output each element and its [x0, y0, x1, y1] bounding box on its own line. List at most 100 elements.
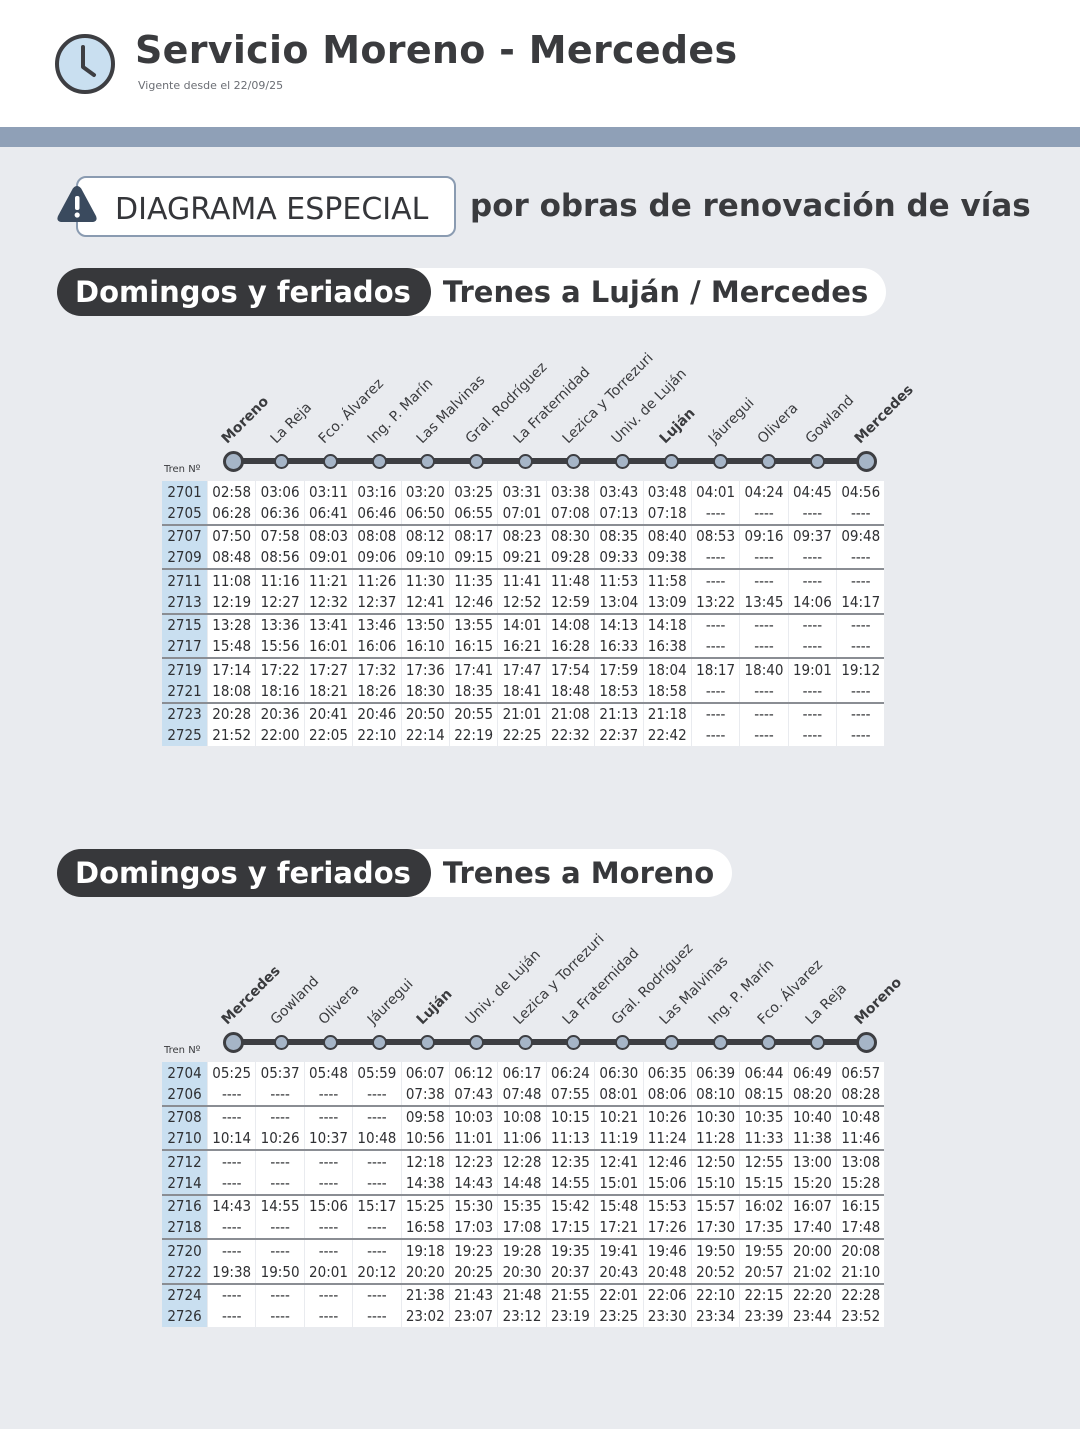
departure-time: 22:37 [594, 724, 644, 746]
departure-time: 21:55 [545, 1282, 595, 1306]
train-number: 2710 [162, 1127, 208, 1150]
departure-time: 20:48 [642, 1261, 692, 1284]
train-number: 2706 [162, 1083, 208, 1106]
departure-time: 16:06 [352, 635, 402, 658]
notice-badge: DIAGRAMA ESPECIAL [76, 176, 456, 237]
departure-time: 20:41 [303, 701, 353, 725]
departure-time: 21:02 [787, 1261, 837, 1284]
departure-time: ---- [255, 1305, 305, 1327]
timetable-to-mercedes: 2701 02:58 03:06 03:11 03:16 03:20 03:25 03:31 0… [162, 481, 885, 746]
departure-time: 19:38 [206, 1261, 256, 1284]
departure-time: 16:02 [739, 1193, 789, 1217]
departure-time: 19:28 [497, 1237, 547, 1262]
departure-time: 20:52 [690, 1261, 740, 1284]
section-direction-label: Trenes a Moreno [406, 849, 733, 897]
departure-time: 18:21 [303, 680, 353, 703]
train-number: 2726 [162, 1305, 208, 1327]
departure-time: 14:01 [497, 612, 547, 636]
timetable-row: 2726 ---- ---- ---- ---- 23:02 23:07 23:12 23:19… [162, 1305, 885, 1327]
station-dot [274, 453, 290, 469]
departure-time: 14:55 [545, 1172, 595, 1195]
departure-time: 14:13 [594, 612, 644, 636]
departure-time: 23:19 [545, 1305, 595, 1327]
departure-time: 03:48 [642, 481, 692, 503]
departure-time: 04:01 [690, 481, 740, 503]
departure-time: 10:26 [255, 1127, 305, 1150]
departure-time: 11:38 [787, 1127, 837, 1150]
departure-time: 07:55 [545, 1083, 595, 1106]
departure-time: 08:08 [352, 523, 402, 547]
departure-time: 13:50 [400, 612, 450, 636]
departure-time: 16:38 [642, 635, 692, 658]
departure-time: 12:50 [690, 1148, 740, 1173]
departure-time: 16:58 [400, 1216, 450, 1239]
departure-time: ---- [206, 1083, 256, 1106]
departure-time: ---- [255, 1282, 305, 1306]
departure-time: 08:40 [642, 523, 692, 547]
departure-time: 11:28 [690, 1127, 740, 1150]
departure-time: ---- [352, 1216, 402, 1239]
departure-time: 17:54 [545, 656, 595, 681]
departure-time: 12:28 [497, 1148, 547, 1173]
departure-time: 15:42 [545, 1193, 595, 1217]
station-dot [566, 1034, 582, 1050]
departure-time: 12:32 [303, 591, 353, 614]
departure-time: 15:06 [642, 1172, 692, 1195]
departure-time: 17:27 [303, 656, 353, 681]
timetable-row: 2722 19:38 19:50 20:01 20:12 20:20 20:25 20:30 2… [162, 1261, 885, 1284]
departure-time: ---- [303, 1305, 353, 1327]
header-divider [0, 127, 1080, 147]
station-dot [517, 453, 533, 469]
departure-time: ---- [690, 546, 740, 569]
timetable-row: 2714 ---- ---- ---- ---- 14:38 14:43 14:48 14:55… [162, 1172, 885, 1195]
departure-time: 23:52 [836, 1305, 885, 1327]
departure-time: 13:00 [787, 1148, 837, 1173]
departure-time: 22:42 [642, 724, 692, 746]
departure-time: 11:13 [545, 1127, 595, 1150]
train-number: 2711 [162, 567, 208, 592]
train-number: 2707 [162, 523, 208, 547]
station-dot [615, 1034, 631, 1050]
timetable-row: 2707 07:50 07:58 08:03 08:08 08:12 08:17 08:23 0… [162, 523, 885, 547]
departure-time: 03:06 [255, 481, 305, 503]
section-heading-to-moreno: Domingos y feriados Trenes a Moreno [57, 849, 733, 897]
departure-time: 22:25 [497, 724, 547, 746]
departure-time: ---- [690, 701, 740, 725]
departure-time: 21:08 [545, 701, 595, 725]
departure-time: 03:11 [303, 481, 353, 503]
departure-time: 19:50 [690, 1237, 740, 1262]
departure-time: 06:49 [787, 1062, 837, 1084]
departure-time: 22:15 [739, 1282, 789, 1306]
timetable-to-moreno: 2704 05:25 05:37 05:48 05:59 06:07 06:12 06:17 0… [162, 1062, 885, 1327]
notice-text: por obras de renovación de vías [470, 188, 1031, 224]
departure-time: 18:17 [690, 656, 740, 681]
departure-time: 10:03 [448, 1104, 498, 1128]
station-label-moreno: Moreno [851, 974, 906, 1028]
departure-time: 10:15 [545, 1104, 595, 1128]
departure-time: 12:18 [400, 1148, 450, 1173]
departure-time: ---- [255, 1172, 305, 1195]
departure-time: ---- [303, 1172, 353, 1195]
departure-time: 07:50 [206, 523, 256, 547]
departure-time: 20:55 [448, 701, 498, 725]
train-number: 2714 [162, 1172, 208, 1195]
departure-time: 20:00 [787, 1237, 837, 1262]
departure-time: 23:39 [739, 1305, 789, 1327]
timetable-row: 2720 ---- ---- ---- ---- 19:18 19:23 19:28 19:35… [162, 1237, 885, 1262]
departure-time: 22:01 [594, 1282, 644, 1306]
departure-time: ---- [690, 724, 740, 746]
station-dot [517, 1034, 533, 1050]
train-number-header: Tren Nº [164, 464, 201, 475]
departure-time: ---- [787, 546, 837, 569]
departure-time: 17:21 [594, 1216, 644, 1239]
departure-time: 11:58 [642, 567, 692, 592]
departure-time: 11:53 [594, 567, 644, 592]
station-dot [222, 450, 244, 472]
departure-time: ---- [787, 724, 837, 746]
station-label-moreno: Moreno [218, 393, 273, 447]
departure-time: 19:50 [255, 1261, 305, 1284]
train-number: 2719 [162, 656, 208, 681]
departure-time: ---- [787, 612, 837, 636]
departure-time: ---- [739, 724, 789, 746]
warning-icon [57, 186, 97, 222]
